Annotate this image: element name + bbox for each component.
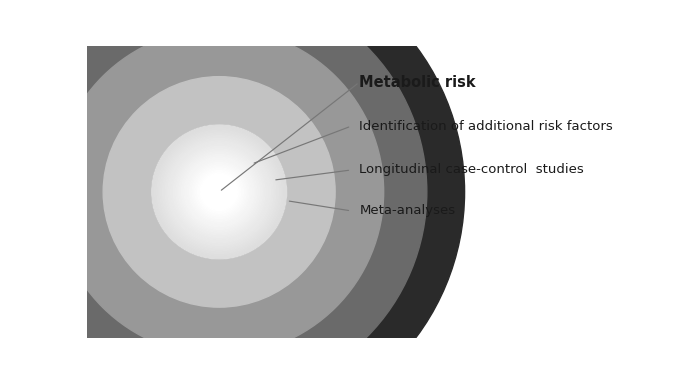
Ellipse shape xyxy=(198,171,241,213)
Ellipse shape xyxy=(0,0,465,380)
Text: Identification of additional risk factors: Identification of additional risk factor… xyxy=(359,120,613,133)
Ellipse shape xyxy=(184,157,254,227)
Ellipse shape xyxy=(54,28,383,355)
Ellipse shape xyxy=(165,138,273,245)
Ellipse shape xyxy=(189,162,249,222)
Ellipse shape xyxy=(162,136,276,248)
Ellipse shape xyxy=(182,154,257,230)
Ellipse shape xyxy=(152,125,287,259)
Ellipse shape xyxy=(187,160,251,224)
Text: Longitudinal case-control  studies: Longitudinal case-control studies xyxy=(359,163,584,176)
Text: Metabolic risk: Metabolic risk xyxy=(359,75,476,90)
Ellipse shape xyxy=(168,141,270,243)
Ellipse shape xyxy=(179,152,260,232)
Ellipse shape xyxy=(103,77,335,307)
Ellipse shape xyxy=(152,125,287,259)
Ellipse shape xyxy=(160,133,278,251)
Ellipse shape xyxy=(173,146,265,238)
Ellipse shape xyxy=(192,165,246,219)
Ellipse shape xyxy=(157,130,281,253)
Text: Meta-analyses: Meta-analyses xyxy=(359,204,455,217)
Ellipse shape xyxy=(195,168,244,216)
Ellipse shape xyxy=(176,149,262,235)
Ellipse shape xyxy=(155,128,284,256)
Ellipse shape xyxy=(171,144,268,240)
Ellipse shape xyxy=(200,173,238,211)
Ellipse shape xyxy=(12,0,427,380)
